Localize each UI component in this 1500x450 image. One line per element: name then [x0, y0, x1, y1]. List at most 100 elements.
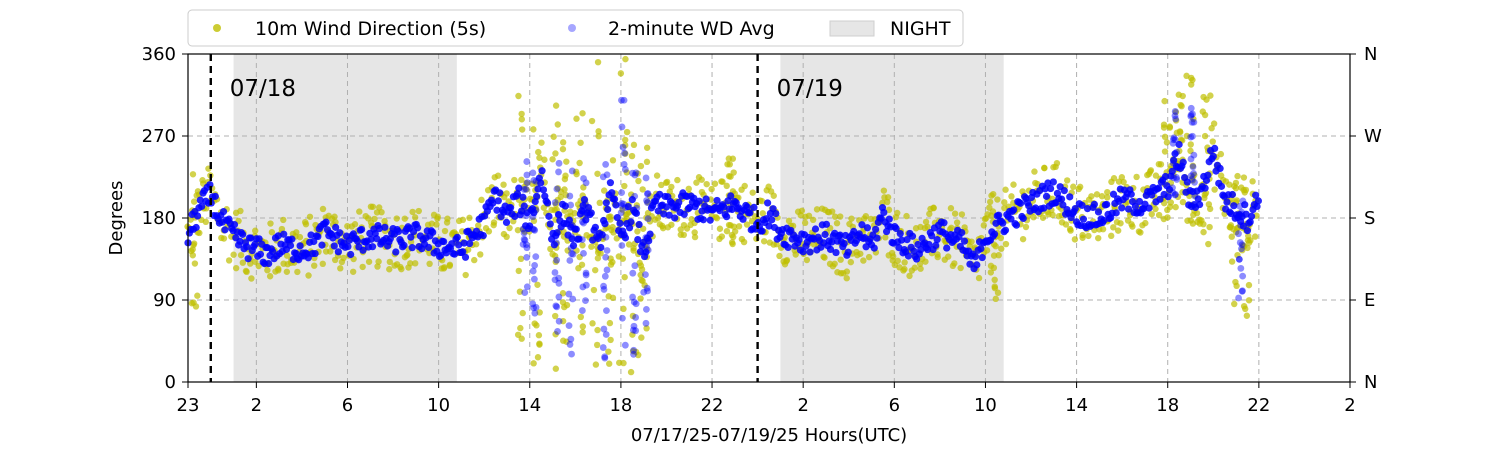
wd5s-point — [906, 272, 913, 280]
wd2min-point — [494, 197, 502, 205]
wd2min-point — [629, 326, 637, 334]
wd2min-point — [529, 169, 537, 177]
wd5s-point — [792, 251, 799, 258]
wd5s-point — [668, 183, 675, 191]
wd5s-point — [783, 257, 790, 265]
wd5s-point — [628, 152, 636, 160]
wd5s-point — [995, 252, 1002, 259]
wd2min-point — [1172, 191, 1179, 198]
wd2min-point — [568, 250, 575, 258]
wd2min-point — [1190, 170, 1197, 177]
wd5s-point — [633, 202, 641, 209]
wd2min-point — [999, 219, 1007, 227]
wd2min-point — [1169, 139, 1177, 147]
wd5s-point — [1249, 178, 1256, 185]
wd2min-point — [347, 250, 355, 259]
wd5s-point — [466, 214, 473, 222]
wd2min-point — [1235, 230, 1242, 238]
wd5s-point — [283, 268, 291, 275]
wd2min-point — [523, 179, 531, 187]
wd2min-point — [1042, 192, 1051, 200]
wd2min-point — [567, 244, 575, 252]
wd5s-point — [441, 227, 449, 235]
wd2min-point — [239, 230, 247, 238]
wd5s-point — [462, 271, 469, 279]
wd2min-point — [336, 229, 344, 237]
wd5s-point — [477, 251, 484, 258]
wd5s-point — [958, 211, 966, 218]
y-tick-label-right: N — [1364, 372, 1377, 393]
wd2min-point — [567, 201, 575, 209]
wd5s-point — [607, 336, 614, 344]
wd5s-point — [718, 233, 726, 240]
wd2min-point — [582, 216, 590, 224]
wd5s-point — [517, 324, 524, 332]
wd2min-point — [381, 223, 389, 231]
wd2min-point — [507, 204, 515, 212]
wd5s-point — [1233, 282, 1240, 290]
wd5s-point — [693, 179, 700, 186]
wd5s-point — [563, 158, 570, 165]
wd5s-point — [349, 268, 357, 275]
wd2min-point — [1254, 197, 1263, 205]
wd5s-point — [1133, 173, 1140, 181]
wd2min-point — [1190, 151, 1198, 159]
wd2min-point — [904, 252, 913, 260]
wd5s-point — [225, 257, 233, 264]
wd5s-point — [1155, 211, 1163, 219]
wd2min-point — [892, 224, 900, 233]
wd5s-point — [735, 223, 743, 230]
wd5s-point — [994, 196, 1001, 203]
wd2min-point — [662, 203, 671, 211]
wd5s-point — [685, 185, 692, 193]
wd2min-point — [795, 236, 803, 244]
wd2min-point — [1057, 195, 1066, 203]
wd5s-point — [1099, 226, 1107, 233]
wd2min-point — [629, 169, 636, 177]
wd5s-point — [865, 253, 873, 261]
wd5s-point — [464, 246, 472, 253]
wd5s-point — [770, 192, 777, 199]
wd5s-point — [340, 254, 347, 262]
wd5s-point — [625, 241, 633, 248]
wd2min-point — [772, 209, 780, 218]
wd5s-point — [561, 186, 568, 193]
wd5s-point — [490, 221, 497, 229]
wd2min-point — [551, 199, 559, 206]
wd2min-point — [601, 354, 609, 362]
wd2min-point — [367, 235, 375, 243]
wd5s-point — [592, 361, 600, 368]
wd2min-point — [255, 235, 263, 243]
wd5s-point — [554, 185, 562, 192]
wd2min-point — [928, 232, 936, 240]
wd2min-point — [1239, 287, 1246, 295]
wd5s-point — [592, 266, 599, 274]
y-tick-label-right: N — [1364, 44, 1377, 65]
wd2min-point — [600, 325, 608, 333]
wd5s-point — [190, 241, 197, 249]
wd2min-point — [933, 236, 941, 244]
wd5s-point — [911, 264, 918, 271]
wd2min-point — [523, 244, 531, 252]
wd2min-point — [530, 275, 538, 283]
wd5s-point — [523, 186, 530, 193]
wd2min-point — [502, 218, 511, 226]
wd2min-point — [580, 208, 588, 215]
x-tick-label: 2 — [797, 395, 808, 416]
wd2min-point — [288, 235, 296, 243]
wd2min-point — [582, 297, 589, 304]
wd2min-point — [644, 287, 651, 295]
wd2min-point — [523, 158, 531, 165]
x-tick-label: 10 — [427, 395, 450, 416]
wd2min-point — [631, 262, 639, 270]
wd2min-point — [621, 234, 630, 242]
wd5s-point — [535, 148, 542, 156]
wd5s-point — [551, 252, 559, 260]
wd2min-point — [274, 232, 282, 240]
wd5s-point — [740, 238, 748, 246]
wd2min-point — [1025, 202, 1033, 210]
wd5s-point — [1161, 148, 1169, 155]
wd2min-point — [1118, 204, 1126, 212]
wd5s-point — [594, 58, 602, 66]
